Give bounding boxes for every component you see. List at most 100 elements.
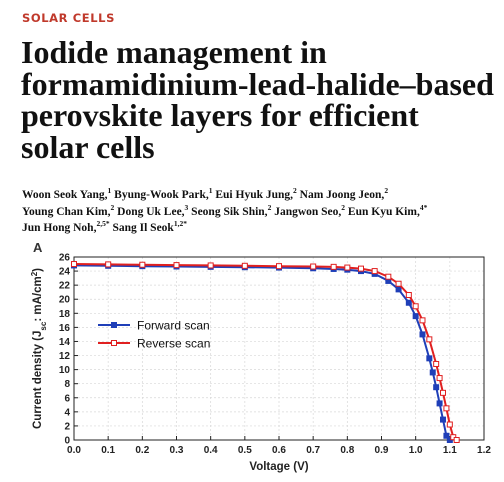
- author-name: Seong Sik Shin,: [191, 205, 268, 218]
- data-point: [173, 262, 180, 269]
- author-affiliation: 1: [107, 186, 112, 196]
- data-point: [330, 263, 337, 270]
- y-label-sup: 2: [30, 271, 39, 276]
- author-affiliation: 2: [293, 186, 297, 196]
- y-tick-label: 24: [59, 267, 71, 278]
- y-tick-label: 22: [59, 281, 71, 292]
- y-tick-label: 26: [59, 253, 71, 264]
- author-affiliation: 1,2*: [173, 219, 187, 229]
- data-point: [344, 264, 351, 271]
- y-tick-label: 0: [64, 436, 70, 447]
- data-point: [395, 280, 402, 287]
- data-point: [412, 313, 419, 320]
- y-label-end: : mA/cm: [32, 276, 44, 321]
- author-affiliation: 3: [184, 202, 189, 212]
- author-line: Young Chan Kim,2 Dong Uk Lee,3 Seong Sik…: [22, 202, 492, 221]
- data-point: [440, 416, 446, 423]
- x-tick-label: 1.1: [443, 445, 457, 456]
- legend-marker: [111, 322, 117, 328]
- title-line: Iodide management in: [21, 34, 327, 70]
- data-point: [436, 400, 443, 407]
- data-point: [446, 421, 453, 428]
- data-point: [443, 405, 450, 412]
- x-tick-label: 0.2: [135, 445, 149, 456]
- legend-label: Forward scan: [137, 319, 210, 333]
- y-tick-label: 2: [64, 421, 70, 432]
- author-affiliation: 2: [110, 202, 115, 212]
- author-name: Jun Hong Noh,: [22, 222, 97, 234]
- title-line: perovskite layers for efficient: [21, 97, 419, 133]
- data-point: [453, 437, 460, 443]
- data-point: [71, 261, 77, 268]
- data-point: [276, 263, 282, 270]
- author-name: Byung-Wook Park,: [114, 189, 209, 201]
- x-tick-label: 0.1: [101, 445, 115, 456]
- x-tick-label: 0.7: [306, 445, 320, 456]
- data-point: [395, 286, 402, 293]
- y-tick-label: 16: [59, 323, 71, 334]
- jv-curve-chart: A 0.0 0.1 0.2 0.3 0.4 0.5 0.6 0.7 0.8 0.9 1.0 1.1 1.…: [30, 240, 492, 473]
- legend-marker: [111, 340, 117, 346]
- data-point: [371, 268, 378, 275]
- data-point: [405, 292, 412, 299]
- x-tick-label: 0.5: [238, 445, 252, 456]
- data-point: [207, 262, 214, 269]
- y-tick-label: 18: [59, 309, 71, 320]
- data-point: [385, 273, 392, 280]
- panel-label: A: [33, 240, 43, 255]
- data-point: [358, 265, 364, 272]
- data-point: [139, 261, 146, 268]
- data-point: [419, 331, 426, 338]
- author-affiliation: 2: [341, 202, 346, 212]
- x-tick-label: 0.0: [67, 445, 81, 456]
- data-point: [443, 432, 450, 439]
- data-point: [105, 261, 112, 268]
- author-name: Eui Hyuk Jung,: [215, 189, 294, 201]
- author-list: Woon Seok Yang,1 Byung-Wook Park,1 Eui H…: [22, 187, 492, 237]
- x-tick-label: 0.4: [204, 445, 218, 456]
- y-tick-label: 20: [59, 295, 71, 306]
- paper-title: Iodide management in formamidinium-lead-…: [21, 34, 501, 165]
- author-affiliation: 4*: [419, 202, 428, 212]
- series-line-forward: [73, 264, 451, 441]
- section-label: SOLAR CELLS: [22, 11, 115, 25]
- x-axis-label: Voltage (V): [249, 461, 308, 473]
- data-point: [405, 299, 412, 306]
- x-tick-label: 1.0: [409, 445, 423, 456]
- y-tick-label: 10: [59, 365, 71, 376]
- data-point: [440, 389, 446, 396]
- author-name: Dong Uk Lee,: [117, 205, 185, 218]
- author-affiliation: 2,5*: [96, 219, 110, 229]
- data-point: [426, 336, 433, 343]
- data-point: [412, 303, 419, 310]
- author-name: Sang Il Seok: [112, 222, 174, 234]
- y-tick-label: 4: [64, 407, 70, 418]
- y-tick-label: 6: [64, 393, 70, 404]
- data-point: [433, 360, 440, 367]
- y-label-main: Current density (J: [32, 331, 44, 429]
- author-name: Young Chan Kim,: [22, 205, 111, 218]
- title-line: solar cells: [21, 128, 155, 165]
- author-affiliation: 2: [267, 202, 272, 212]
- author-affiliation: 1: [208, 186, 213, 196]
- x-tick-label: 0.9: [375, 445, 389, 456]
- author-name: Nam Joong Jeon,: [299, 189, 385, 201]
- chart-legend: Forward scan Reverse scan: [98, 319, 210, 351]
- y-label-close: ): [32, 268, 44, 272]
- y-label-sub: sc: [39, 321, 48, 330]
- y-axis-label: Current density (Jsc: mA/cm2): [30, 268, 48, 429]
- data-point: [241, 262, 248, 269]
- y-tick-label: 8: [64, 379, 70, 390]
- title-line: formamidinium-lead-halide–based: [21, 65, 494, 102]
- y-tick-label: 12: [59, 351, 71, 362]
- x-tick-label: 0.8: [340, 445, 354, 456]
- data-point: [426, 355, 433, 362]
- x-tick-label: 0.3: [170, 445, 184, 456]
- author-line: Woon Seok Yang,1 Byung-Wook Park,1 Eui H…: [22, 187, 492, 204]
- data-point: [429, 369, 436, 376]
- author-affiliation: 2: [384, 186, 389, 196]
- author-name: Woon Seok Yang,: [22, 189, 108, 201]
- author-line: Jun Hong Noh,2,5* Sang Il Seok1,2*: [22, 220, 492, 237]
- data-point: [436, 375, 443, 382]
- legend-label: Reverse scan: [137, 337, 210, 351]
